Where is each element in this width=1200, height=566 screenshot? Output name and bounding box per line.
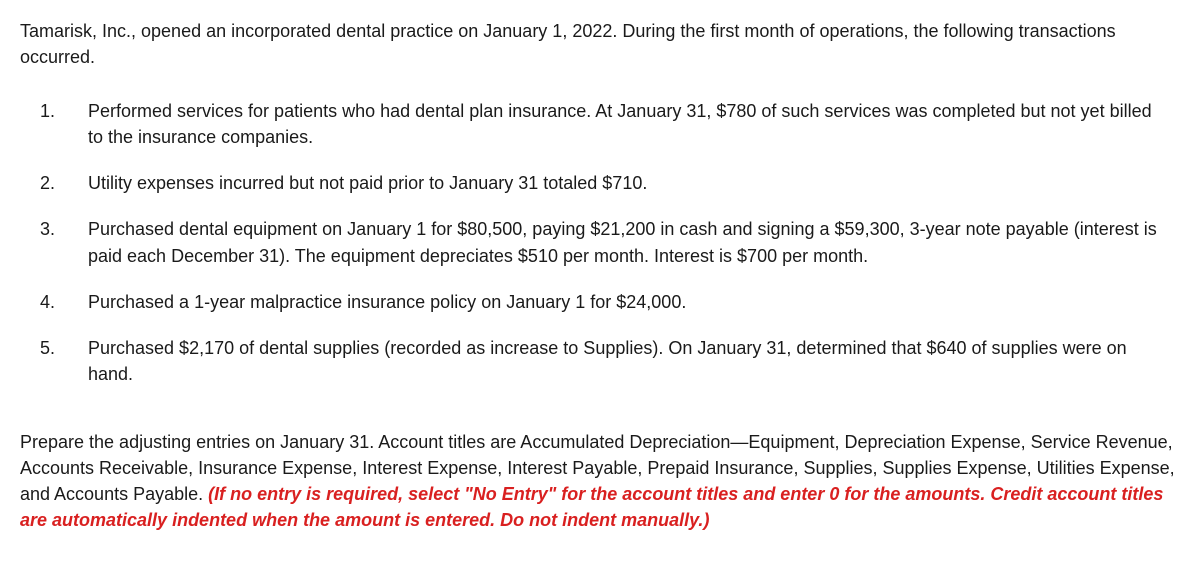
item-text: Purchased dental equipment on January 1 … bbox=[88, 216, 1180, 268]
item-text: Purchased $2,170 of dental supplies (rec… bbox=[88, 335, 1180, 387]
item-number: 2. bbox=[40, 170, 88, 196]
transaction-list: 1. Performed services for patients who h… bbox=[40, 98, 1180, 387]
list-item: 2. Utility expenses incurred but not pai… bbox=[40, 170, 1180, 196]
list-item: 5. Purchased $2,170 of dental supplies (… bbox=[40, 335, 1180, 387]
list-item: 4. Purchased a 1-year malpractice insura… bbox=[40, 289, 1180, 315]
item-number: 4. bbox=[40, 289, 88, 315]
item-number: 3. bbox=[40, 216, 88, 268]
item-text: Performed services for patients who had … bbox=[88, 98, 1180, 150]
instructions: Prepare the adjusting entries on January… bbox=[20, 429, 1180, 533]
item-number: 5. bbox=[40, 335, 88, 387]
problem-intro: Tamarisk, Inc., opened an incorporated d… bbox=[20, 18, 1180, 70]
item-text: Purchased a 1-year malpractice insurance… bbox=[88, 289, 1180, 315]
item-text: Utility expenses incurred but not paid p… bbox=[88, 170, 1180, 196]
list-item: 1. Performed services for patients who h… bbox=[40, 98, 1180, 150]
list-item: 3. Purchased dental equipment on January… bbox=[40, 216, 1180, 268]
item-number: 1. bbox=[40, 98, 88, 150]
